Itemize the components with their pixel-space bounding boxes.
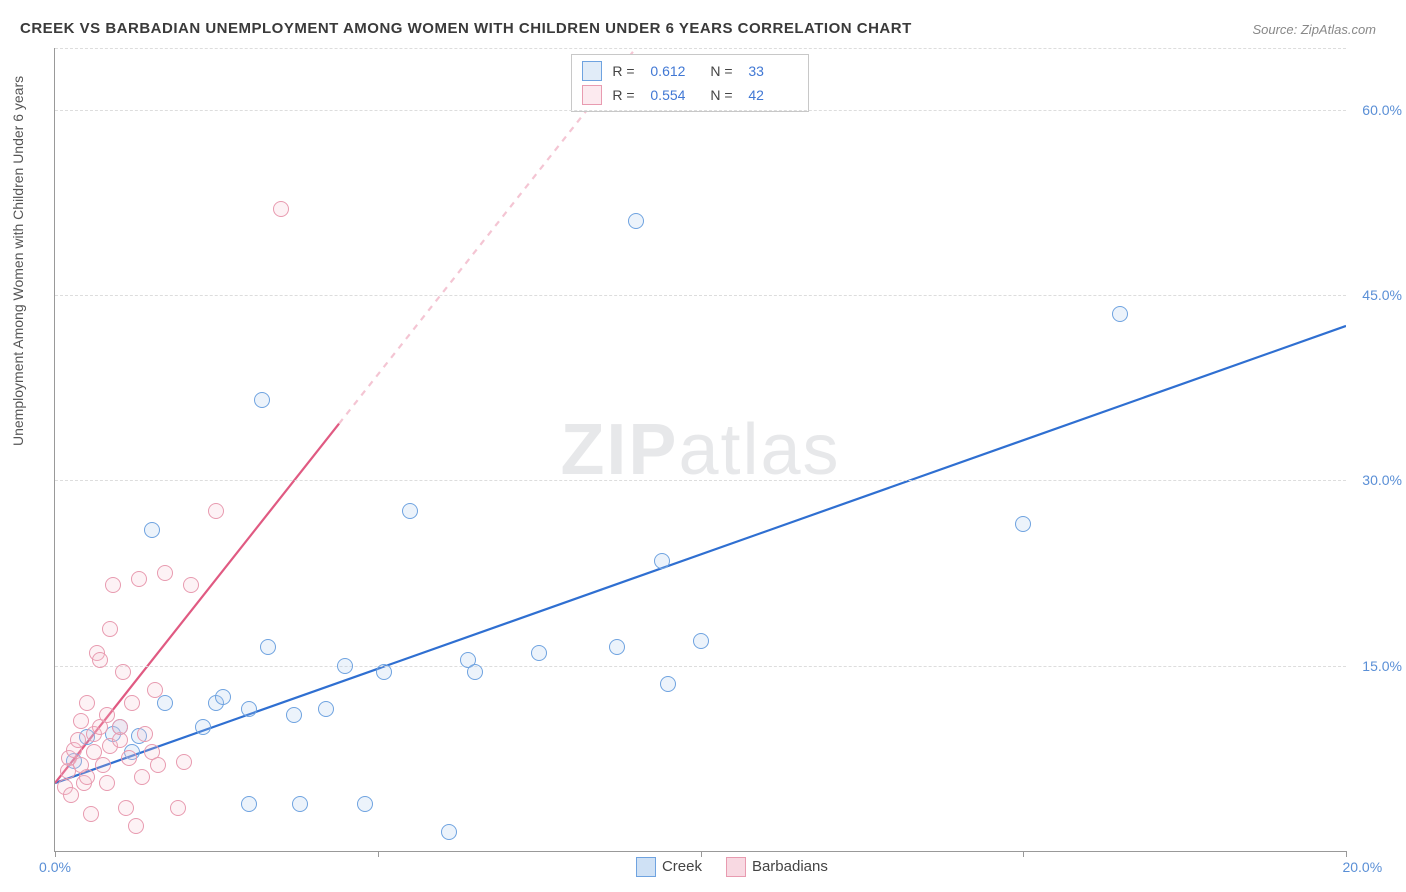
- y-tick-label: 45.0%: [1362, 287, 1402, 303]
- scatter-chart: ZIPatlas R =0.612N =33R =0.554N =42 Cree…: [54, 48, 1346, 852]
- scatter-point: [1015, 516, 1031, 532]
- scatter-point: [254, 392, 270, 408]
- legend-swatch: [582, 61, 602, 81]
- watermark: ZIPatlas: [560, 409, 840, 491]
- x-tick: [701, 851, 702, 857]
- watermark-part1: ZIP: [560, 410, 678, 490]
- scatter-point: [70, 732, 86, 748]
- scatter-point: [654, 553, 670, 569]
- scatter-point: [150, 757, 166, 773]
- scatter-point: [176, 754, 192, 770]
- scatter-point: [628, 213, 644, 229]
- correlation-legend: R = 0.612 N = 33 R = 0.554 N = 42: [571, 54, 809, 112]
- x-tick: [378, 851, 379, 857]
- scatter-point: [115, 664, 131, 680]
- y-axis-label: Unemployment Among Women with Children U…: [10, 76, 26, 446]
- legend-item: Creek: [636, 857, 702, 877]
- legend-swatch: [582, 85, 602, 105]
- scatter-point: [660, 676, 676, 692]
- watermark-part2: atlas: [678, 410, 840, 490]
- legend-stat-row: R = 0.554 N = 42: [582, 83, 798, 107]
- trendlines-layer: [55, 48, 1346, 851]
- scatter-point: [170, 800, 186, 816]
- legend-label: Barbadians: [752, 858, 828, 875]
- scatter-point: [144, 522, 160, 538]
- scatter-point: [95, 757, 111, 773]
- y-tick-label: 60.0%: [1362, 102, 1402, 118]
- scatter-point: [260, 639, 276, 655]
- gridline: [55, 480, 1346, 481]
- r-value: 0.612: [650, 63, 700, 79]
- n-label: N =: [710, 87, 738, 103]
- y-tick-label: 15.0%: [1362, 658, 1402, 674]
- scatter-point: [147, 682, 163, 698]
- scatter-point: [241, 701, 257, 717]
- scatter-point: [1112, 306, 1128, 322]
- scatter-point: [124, 695, 140, 711]
- scatter-point: [609, 639, 625, 655]
- scatter-point: [121, 750, 137, 766]
- scatter-point: [99, 775, 115, 791]
- scatter-point: [337, 658, 353, 674]
- scatter-point: [105, 577, 121, 593]
- scatter-point: [208, 503, 224, 519]
- scatter-point: [241, 796, 257, 812]
- scatter-point: [215, 689, 231, 705]
- legend-label: Creek: [662, 858, 702, 875]
- chart-title: CREEK VS BARBADIAN UNEMPLOYMENT AMONG WO…: [20, 20, 912, 37]
- scatter-point: [376, 664, 392, 680]
- x-tick: [1346, 851, 1347, 857]
- scatter-point: [183, 577, 199, 593]
- scatter-point: [286, 707, 302, 723]
- scatter-point: [99, 707, 115, 723]
- r-label: R =: [612, 63, 640, 79]
- scatter-point: [157, 565, 173, 581]
- scatter-point: [83, 806, 99, 822]
- scatter-point: [531, 645, 547, 661]
- series-legend: Creek Barbadians: [636, 857, 828, 877]
- n-label: N =: [710, 63, 738, 79]
- scatter-point: [467, 664, 483, 680]
- y-tick-label: 30.0%: [1362, 472, 1402, 488]
- r-label: R =: [612, 87, 640, 103]
- scatter-point: [79, 695, 95, 711]
- scatter-point: [195, 719, 211, 735]
- gridline: [55, 110, 1346, 111]
- legend-swatch: [636, 857, 656, 877]
- scatter-point: [273, 201, 289, 217]
- x-tick: [1023, 851, 1024, 857]
- r-value: 0.554: [650, 87, 700, 103]
- n-value: 33: [748, 63, 798, 79]
- scatter-point: [73, 713, 89, 729]
- scatter-point: [137, 726, 153, 742]
- scatter-point: [79, 769, 95, 785]
- scatter-point: [441, 824, 457, 840]
- gridline: [55, 295, 1346, 296]
- gridline: [55, 666, 1346, 667]
- legend-item: Barbadians: [726, 857, 828, 877]
- scatter-point: [402, 503, 418, 519]
- scatter-point: [112, 719, 128, 735]
- scatter-point: [63, 787, 79, 803]
- n-value: 42: [748, 87, 798, 103]
- scatter-point: [102, 621, 118, 637]
- legend-stat-row: R = 0.612 N = 33: [582, 59, 798, 83]
- legend-swatch: [726, 857, 746, 877]
- scatter-point: [693, 633, 709, 649]
- x-tick-label: 0.0%: [39, 859, 71, 875]
- scatter-point: [118, 800, 134, 816]
- scatter-point: [318, 701, 334, 717]
- scatter-point: [357, 796, 373, 812]
- scatter-point: [128, 818, 144, 834]
- scatter-point: [131, 571, 147, 587]
- scatter-point: [292, 796, 308, 812]
- gridline: [55, 48, 1346, 49]
- scatter-point: [134, 769, 150, 785]
- x-tick: [55, 851, 56, 857]
- x-tick-label: 20.0%: [1342, 859, 1382, 875]
- source-label: Source: ZipAtlas.com: [1252, 22, 1376, 37]
- scatter-point: [92, 652, 108, 668]
